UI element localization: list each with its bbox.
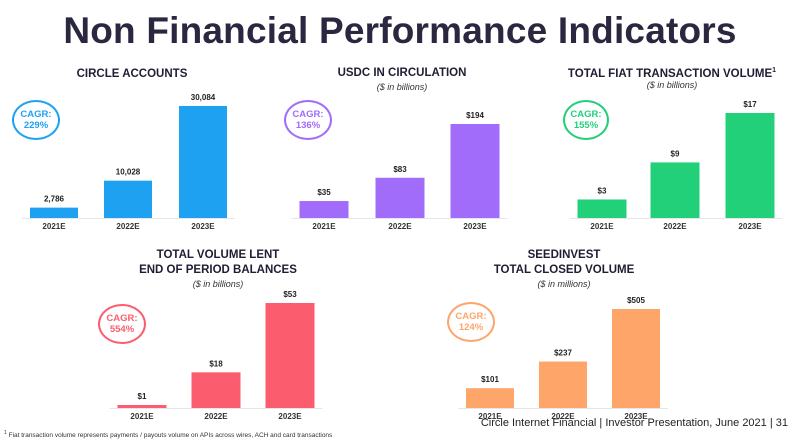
cagr-label: CAGR: [292, 109, 324, 120]
data-label: $1 [138, 392, 147, 401]
data-label: $18 [209, 359, 223, 368]
data-label: $17 [743, 100, 757, 109]
x-tick-label: 2021E [590, 222, 614, 231]
bar-2022e [539, 361, 587, 408]
x-tick-label: 2021E [312, 222, 336, 231]
footnote-text: Fiat transaction volume represents payme… [8, 432, 333, 439]
bar-2022e [375, 177, 425, 218]
x-tick-label: 2022E [116, 222, 140, 231]
cagr-badge-fiat-volume: CAGR: 155% [563, 100, 609, 140]
cagr-badge-seedinvest: CAGR: 124% [447, 302, 495, 342]
source-line: Circle Internet Financial | Investor Pre… [480, 417, 788, 429]
bar-2022e [104, 180, 152, 218]
data-label: $505 [627, 296, 645, 305]
data-label: $3 [598, 186, 607, 195]
cagr-label: CAGR: [570, 109, 602, 120]
chart-title-seedinvest: SEEDINVEST [527, 249, 601, 261]
cagr-badge-usdc: CAGR: 136% [284, 100, 332, 140]
data-label: $83 [393, 165, 407, 174]
data-label: $237 [554, 349, 572, 358]
chart-title-usdc: USDC IN CIRCULATION [337, 67, 467, 79]
data-label: 2,786 [44, 195, 65, 204]
x-tick-label: 2022E [551, 412, 575, 421]
chart-title-circle-accounts: CIRCLE ACCOUNTS [76, 68, 188, 80]
bar-2023e [179, 106, 227, 218]
bar-2023e [265, 303, 315, 408]
chart-title-text: TOTAL FIAT TRANSACTION VOLUME [567, 67, 773, 80]
x-tick-label: 2021E [130, 412, 154, 421]
x-tick-label: 2023E [191, 222, 215, 231]
chart-subtitle-usdc: ($ in billions) [376, 82, 428, 92]
chart-subtitle-fiat-volume: ($ in billions) [646, 80, 698, 90]
x-tick-label: 2021E [42, 222, 66, 231]
data-label: $194 [466, 111, 484, 120]
cagr-label: CAGR: [20, 109, 52, 120]
chart-title-volume-lent: TOTAL VOLUME LENT [156, 249, 280, 261]
bar-2021e [30, 207, 78, 218]
bar-2023e [450, 124, 500, 218]
cagr-badge-circle-accounts: CAGR: 229% [12, 100, 60, 140]
cagr-label: CAGR: [106, 313, 138, 324]
footnote-marker: 1 [772, 67, 777, 74]
x-tick-label: 2021E [478, 412, 502, 421]
data-label: $35 [317, 188, 331, 197]
x-tick-label: 2023E [738, 222, 762, 231]
page-title: Non Financial Performance Indicators [63, 10, 737, 51]
chart-title-seedinvest-line2: TOTAL CLOSED VOLUME [493, 264, 635, 276]
data-label: $9 [671, 149, 680, 158]
x-tick-label: 2022E [204, 412, 228, 421]
bar-2022e [650, 162, 700, 218]
cagr-badge-volume-lent: CAGR: 554% [98, 304, 146, 344]
data-label: 10,028 [116, 168, 141, 177]
footnote-marker: 1 [4, 429, 7, 436]
x-tick-label: 2023E [278, 412, 302, 421]
x-tick-label: 2022E [388, 222, 412, 231]
bar-2021e [466, 388, 514, 408]
x-tick-label: 2023E [463, 222, 487, 231]
x-tick-label: 2023E [624, 412, 648, 421]
x-tick-label: 2022E [663, 222, 687, 231]
chart-title-fiat-volume: TOTAL FIAT TRANSACTION VOLUME1 [568, 67, 776, 80]
cagr-value: 155% [573, 120, 599, 131]
bar-2023e [612, 309, 660, 408]
bar-2021e [117, 405, 167, 408]
cagr-label: CAGR: [455, 311, 487, 322]
data-label: $53 [283, 290, 297, 299]
cagr-value: 124% [458, 322, 484, 333]
data-label: 30,084 [191, 93, 216, 102]
chart-title-volume-lent-line2: END OF PERIOD BALANCES [139, 264, 297, 276]
bar-2021e [577, 199, 627, 218]
cagr-value: 229% [23, 120, 49, 131]
data-label: $101 [481, 375, 499, 384]
footnote: 1 Fiat transaction volume represents pay… [4, 430, 332, 439]
chart-subtitle-seedinvest: ($ in millions) [537, 279, 591, 289]
chart-subtitle-volume-lent: ($ in billions) [192, 279, 244, 289]
bar-2023e [725, 113, 775, 218]
bar-2021e [299, 201, 349, 218]
cagr-value: 554% [109, 324, 135, 335]
bar-2022e [191, 372, 241, 408]
cagr-value: 136% [295, 120, 321, 131]
